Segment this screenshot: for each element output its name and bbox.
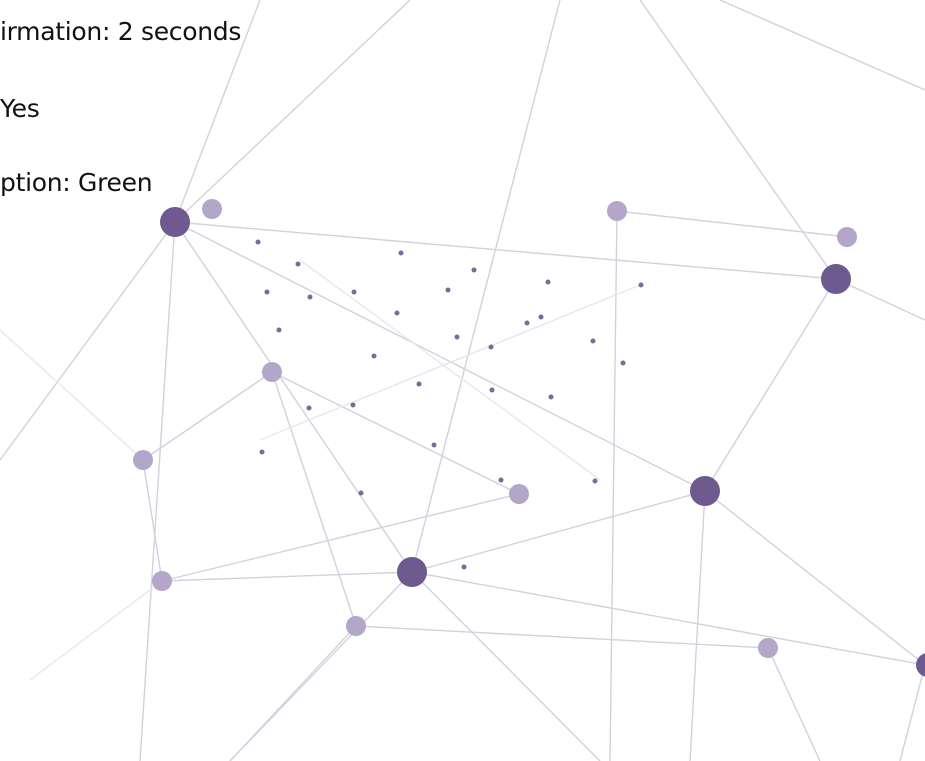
small-dots — [256, 240, 644, 570]
screen: {"lines": ["irmation: 2 seconds", "Yes",… — [0, 0, 925, 761]
network-lines — [0, 0, 925, 761]
medium-nodes — [133, 199, 857, 658]
setting-text: ption: Green — [0, 168, 152, 197]
large-nodes — [160, 207, 925, 677]
setting-text: Yes — [0, 94, 39, 123]
setting-text: irmation: 2 seconds — [0, 17, 241, 46]
network-graphic — [0, 0, 925, 761]
